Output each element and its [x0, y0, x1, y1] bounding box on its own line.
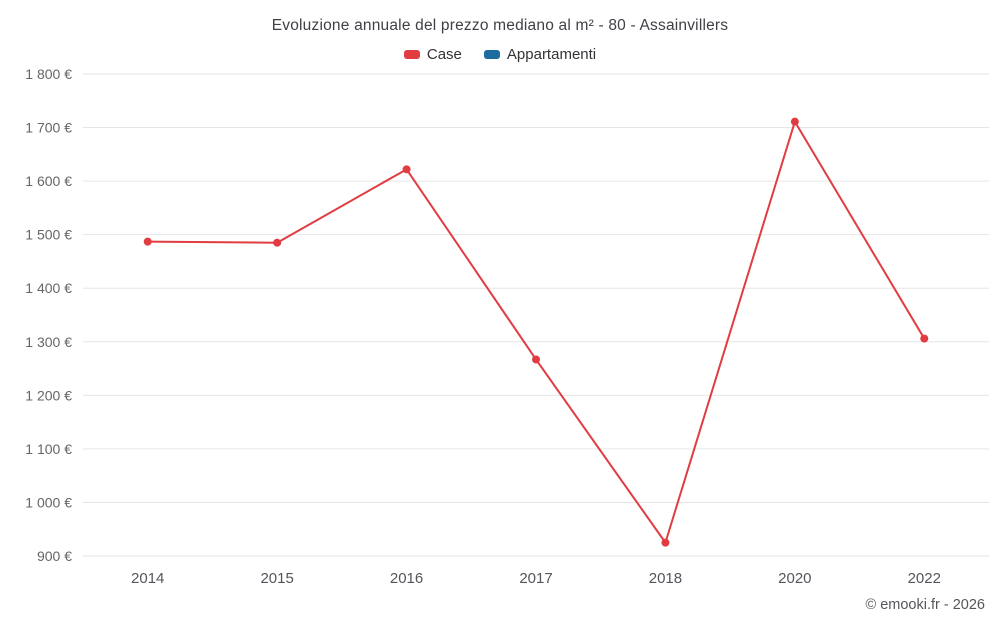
case-series-line[interactable]	[147, 120, 926, 544]
legend-label-case: Case	[426, 46, 462, 63]
credit: © emooki.fr - 2026	[865, 597, 985, 613]
data-point[interactable]	[532, 355, 540, 364]
y-axis-label: 1 000 €	[25, 494, 72, 510]
x-axis-label: 2022	[908, 570, 941, 587]
y-axis-label: 1 800 €	[25, 66, 72, 82]
x-axis-label: 2020	[778, 570, 811, 587]
data-point[interactable]	[790, 117, 799, 126]
x-axis-label: 2018	[649, 570, 682, 587]
y-axis-label: 1 100 €	[25, 441, 72, 457]
y-axis-label: 1 400 €	[25, 280, 72, 296]
x-axis-label: 2014	[131, 570, 164, 587]
chart-title: Evoluzione annuale del prezzo mediano al…	[271, 17, 729, 34]
x-axis-label: 2016	[390, 570, 423, 587]
y-axis-label: 1 300 €	[25, 334, 72, 350]
legend-item-case[interactable]: Case	[403, 46, 462, 63]
data-point[interactable]	[402, 165, 411, 174]
x-axis-label: 2015	[260, 570, 293, 587]
y-axis-label: 1 700 €	[25, 120, 72, 136]
x-axis-label: 2017	[519, 570, 552, 587]
case-series-swatch	[403, 50, 420, 59]
appartamenti-series-swatch	[483, 50, 500, 59]
legend-label-appartamenti: Appartamenti	[506, 46, 597, 63]
data-point[interactable]	[661, 538, 670, 547]
legend-item-appartamenti[interactable]: Appartamenti	[483, 46, 597, 63]
y-axis-label: 1 600 €	[25, 173, 72, 189]
y-axis-label: 1 500 €	[25, 227, 72, 243]
data-point[interactable]	[273, 238, 282, 247]
y-axis-label: 1 200 €	[25, 387, 72, 403]
y-axis-label: 900 €	[37, 548, 72, 564]
legend: Case Appartamenti	[0, 46, 1000, 63]
data-point[interactable]	[143, 237, 152, 246]
data-point[interactable]	[920, 334, 929, 343]
